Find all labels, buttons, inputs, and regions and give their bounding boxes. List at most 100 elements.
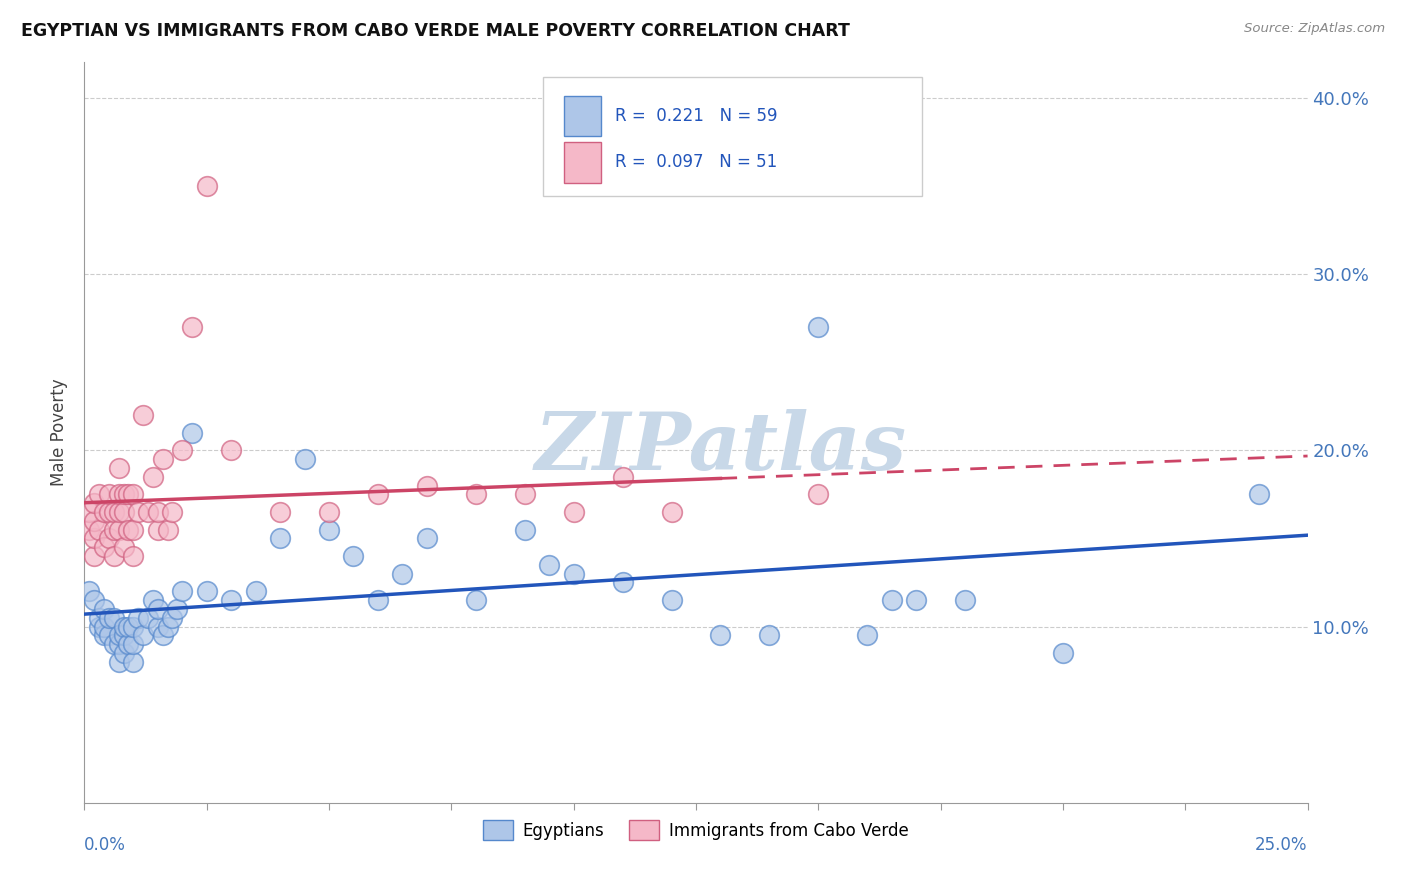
Point [112,487,135,501]
FancyBboxPatch shape [564,95,600,136]
Point [146,602,169,616]
Point [97,532,120,546]
Point [219,593,242,607]
Point [83,532,105,546]
Point [107,628,129,642]
Point [127,610,149,624]
Point [103,505,125,519]
Point [122,619,145,633]
Point [83,496,105,510]
Point [1247,487,1270,501]
Text: 25.0%: 25.0% [1256,836,1308,855]
Point [367,487,389,501]
Point [77,584,100,599]
Point [709,628,731,642]
Point [172,584,194,599]
Point [83,514,105,528]
Point [219,443,242,458]
Point [905,593,928,607]
Point [513,523,536,537]
Point [77,523,100,537]
Point [112,628,135,642]
Text: ZIPatlas: ZIPatlas [534,409,907,486]
Point [87,619,110,633]
Point [391,566,413,581]
Point [122,655,145,669]
Point [416,532,439,546]
Point [142,593,165,607]
Point [103,549,125,563]
Point [117,523,139,537]
Point [107,487,129,501]
Point [142,469,165,483]
Point [97,505,120,519]
Point [342,549,364,563]
Point [136,505,159,519]
Point [132,628,155,642]
Point [146,505,169,519]
Point [245,584,267,599]
Point [807,487,830,501]
Point [87,610,110,624]
Y-axis label: Male Poverty: Male Poverty [49,379,67,486]
Point [93,540,115,554]
Point [758,628,780,642]
Point [152,628,174,642]
Point [97,487,120,501]
Point [612,469,634,483]
Point [122,523,145,537]
Point [162,505,184,519]
Point [93,619,115,633]
Point [181,425,204,440]
Point [107,523,129,537]
Point [112,505,135,519]
Point [416,478,439,492]
Point [132,408,155,422]
Point [318,505,340,519]
Point [87,523,110,537]
Point [807,319,830,334]
Point [107,505,129,519]
Point [107,461,129,475]
Point [269,532,291,546]
Point [181,319,204,334]
Point [112,619,135,633]
Point [269,505,291,519]
Point [195,178,218,193]
Point [152,452,174,467]
Point [117,619,139,633]
FancyBboxPatch shape [564,143,600,183]
Point [367,593,389,607]
Point [318,523,340,537]
Point [562,505,585,519]
Point [172,443,194,458]
Point [136,610,159,624]
Point [122,549,145,563]
Point [93,602,115,616]
Point [195,584,218,599]
Point [166,602,188,616]
Point [97,628,120,642]
Point [93,505,115,519]
Point [661,593,683,607]
Point [146,619,169,633]
FancyBboxPatch shape [543,78,922,195]
Point [146,523,169,537]
Point [612,575,634,590]
Point [464,487,486,501]
Point [156,619,179,633]
Point [103,637,125,651]
Point [122,487,145,501]
Point [162,610,184,624]
Point [112,646,135,660]
Text: Source: ZipAtlas.com: Source: ZipAtlas.com [1244,22,1385,36]
Point [156,523,179,537]
Legend: Egyptians, Immigrants from Cabo Verde: Egyptians, Immigrants from Cabo Verde [477,814,915,847]
Point [856,628,879,642]
Point [77,505,100,519]
Point [107,637,129,651]
Point [1052,646,1074,660]
Point [83,593,105,607]
Point [294,452,316,467]
Point [112,540,135,554]
